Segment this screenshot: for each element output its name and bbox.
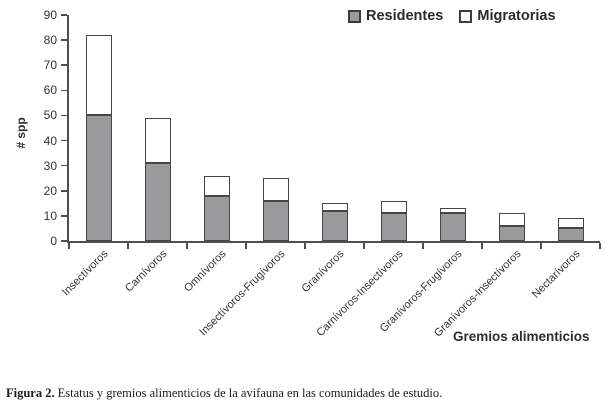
y-tick-mark [61,39,67,41]
bar-migratorias-4 [262,178,289,201]
y-tick-label: 70 [43,58,57,73]
y-tick-label: 0 [50,234,57,248]
y-tick-mark [61,64,67,66]
x-tick-mark [186,243,188,249]
bar-residentes-3 [203,195,230,241]
y-tick-label: 40 [43,133,57,148]
y-tick-mark [61,14,67,16]
bar-residentes-2 [144,163,171,241]
x-tick-mark [245,243,247,249]
plot-area: 0 10 20 30 40 50 60 70 80 90 [44,8,601,249]
y-tick-mark [61,240,67,242]
x-tick-mark [481,243,483,249]
x-tick-mark [363,243,365,249]
bar-migratorias-5 [321,203,348,211]
bar-migratorias-2 [144,117,171,164]
bar-residentes-6 [380,213,407,241]
bar-residentes-8 [498,225,525,241]
bar-migratorias-7 [439,208,466,214]
y-tick-label: 90 [43,8,57,22]
y-axis-title: # spp [14,117,28,149]
bar-migratorias-6 [380,200,407,214]
legend-item-migratorias: Migratorias [459,8,556,24]
migratorias-swatch-icon [459,9,473,23]
figure-caption: Figura 2. Estatus y gremios alimenticios … [6,386,596,401]
bar-migratorias-9 [557,218,584,229]
x-tick-mark [540,243,542,249]
y-tick-mark [61,114,67,117]
y-tick-label: 50 [43,108,57,123]
bar-residentes-5 [321,210,348,241]
bar-residentes-9 [557,228,584,241]
y-tick-label: 10 [43,208,57,223]
y-tick-mark [61,190,67,192]
x-tick-mark [599,243,601,249]
legend-label-residentes: Residentes [366,8,444,24]
caption-text: Estatus y gremios alimenticios de la avi… [57,386,443,400]
y-tick-mark [61,164,67,167]
x-tick-mark [422,243,424,249]
x-axis-title: Gremios alimenticios [453,329,590,344]
y-tick-mark [61,215,67,217]
bar-residentes-4 [262,200,289,241]
x-tick-mark [304,243,306,249]
x-tick-mark [68,243,70,249]
legend-item-residentes: Residentes [348,8,443,24]
legend-label-migratorias: Migratorias [477,8,556,24]
y-tick-mark [61,89,67,92]
bar-migratorias-3 [203,175,230,196]
residentes-swatch-icon [348,9,361,23]
bar-residentes-1 [85,115,112,241]
chart-legend: Residentes Migratorias [348,8,556,24]
bar-residentes-7 [439,213,466,241]
y-tick-mark [61,139,67,142]
y-tick-label: 60 [43,83,57,98]
bar-migratorias-1 [85,35,112,116]
x-tick-mark [127,243,129,249]
caption-label: Figura 2. [6,386,55,400]
bar-migratorias-8 [498,213,525,226]
y-tick-label: 20 [43,183,57,198]
y-tick-label: 30 [43,158,57,173]
y-tick-label: 80 [43,33,57,48]
